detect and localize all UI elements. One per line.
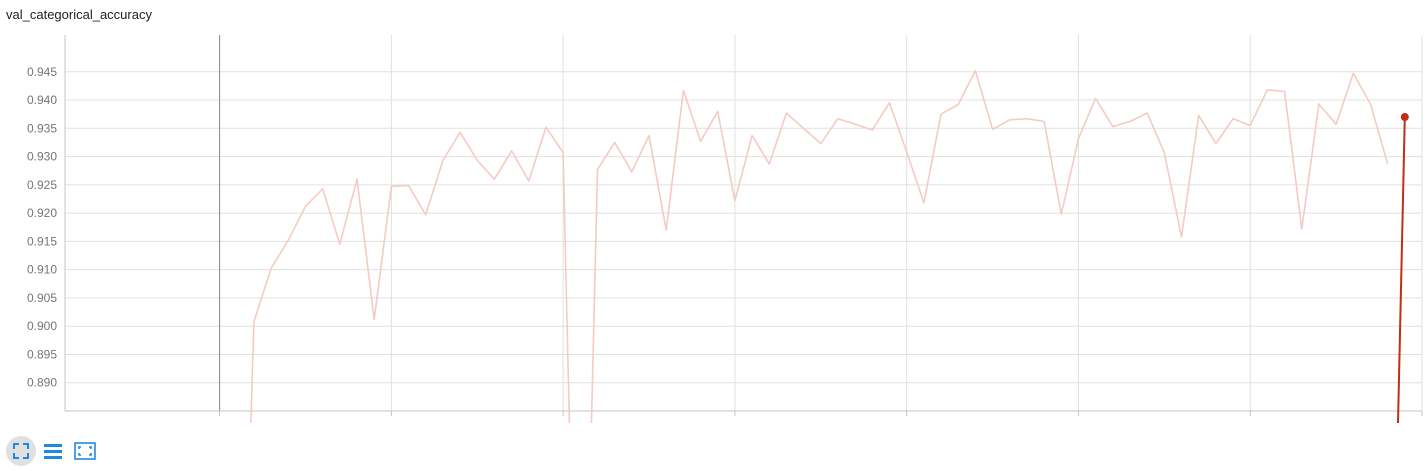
fit-domain-button[interactable]	[70, 436, 100, 466]
y-tick-label: 0.895	[27, 347, 57, 361]
y-tick-label: 0.890	[27, 376, 57, 390]
grid-layer	[65, 35, 1423, 411]
expand-chart-button[interactable]	[6, 436, 36, 466]
y-tick-label: 0.900	[27, 319, 57, 333]
series-line-raw	[250, 69, 1389, 423]
y-tick-label: 0.920	[27, 206, 57, 220]
fullscreen-icon	[13, 443, 29, 459]
y-tick-label: 0.945	[27, 65, 57, 79]
y-tick-label: 0.915	[27, 234, 57, 248]
y-tick-label: 0.930	[27, 150, 57, 164]
last-point-marker	[1400, 112, 1409, 121]
list-icon	[44, 444, 62, 459]
y-tick-label: 0.925	[27, 178, 57, 192]
y-tick-label: 0.940	[27, 93, 57, 107]
y-tick-label: 0.905	[27, 291, 57, 305]
series-layer	[250, 69, 1409, 423]
axis-layer: 0.945 0.940 0.935 0.930 0.925 0.920 0.915 0.910…	[27, 35, 1423, 416]
chart-title: val_categorical_accuracy	[6, 7, 152, 22]
y-tick-label: 0.910	[27, 263, 57, 277]
log-scale-toggle-button[interactable]	[38, 436, 68, 466]
fit-to-data-icon	[74, 442, 96, 460]
y-tick-label: 0.935	[27, 121, 57, 135]
line-chart[interactable]: 0.945 0.940 0.935 0.930 0.925 0.920 0.915 0.910…	[0, 0, 1428, 430]
